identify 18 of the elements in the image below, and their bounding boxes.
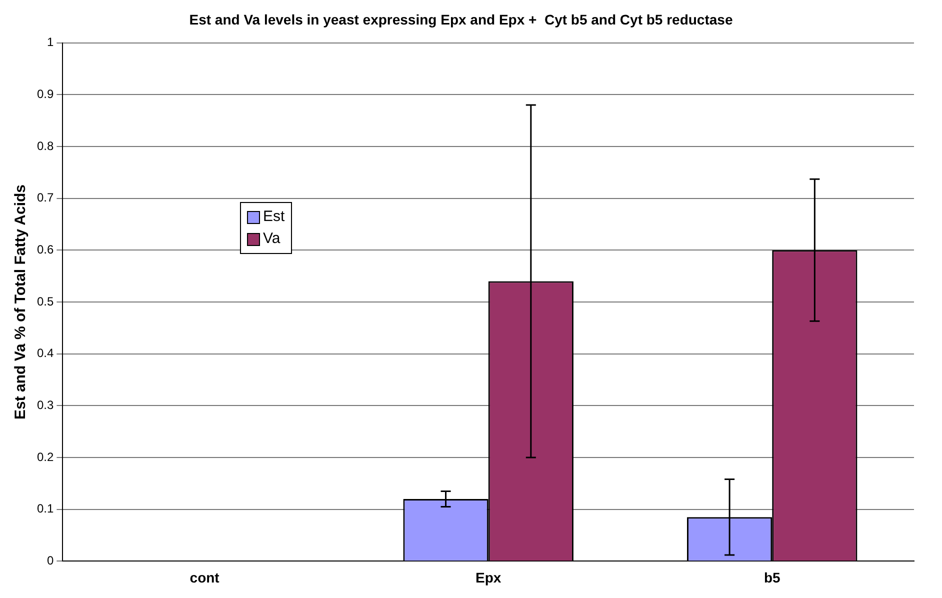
- y-tick-label: 0.9: [36, 86, 54, 101]
- y-tick-label: 0.8: [36, 138, 54, 153]
- legend-label: Va: [263, 229, 280, 249]
- legend-label: Est: [263, 207, 285, 227]
- y-tick-label: 0.3: [36, 398, 54, 412]
- y-tick-label: 0: [46, 554, 54, 568]
- y-tick-label: 0.6: [36, 242, 54, 256]
- y-tick-label: 0.7: [36, 190, 54, 205]
- x-tick-label: Epx: [475, 569, 502, 586]
- y-tick-label: 0.1: [36, 502, 54, 516]
- x-tick-label: cont: [190, 569, 220, 586]
- y-tick-label: 0.4: [36, 346, 54, 360]
- y-tick-label: 0.5: [36, 294, 54, 308]
- y-tick-label: 0.2: [36, 450, 54, 464]
- chart-title: Est and Va levels in yeast expressing Epx and Epx + Cyt b5 and Cyt b5 reductase: [189, 11, 733, 28]
- x-tick-label: b5: [764, 569, 780, 586]
- y-tick-label: 1: [46, 35, 54, 50]
- y-axis-title: Est and Va % of Total Fatty Acids: [12, 184, 30, 420]
